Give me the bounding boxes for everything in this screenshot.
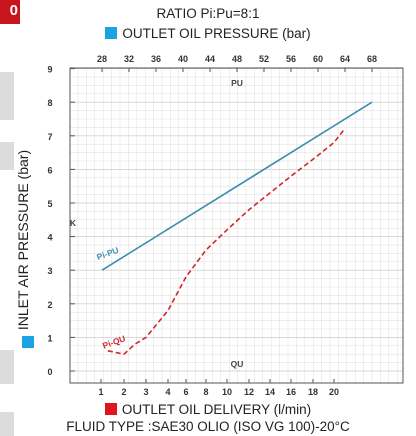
top-tick-label: 52 xyxy=(259,54,269,64)
bottom-tick-label: 16 xyxy=(286,387,296,397)
bottom-tick-label: 12 xyxy=(244,387,254,397)
side-tab xyxy=(0,142,14,170)
bottom-axis-legend-marker xyxy=(104,403,117,415)
bottom-axis-title: OUTLET OIL DELIVERY (l/min) xyxy=(0,402,416,417)
bottom-axis-label: OUTLET OIL DELIVERY (l/min) xyxy=(121,402,312,417)
bottom-tick-label: 1 xyxy=(98,387,103,397)
top-tick-label: 32 xyxy=(124,54,134,64)
bottom-tick-label: 18 xyxy=(308,387,318,397)
top-axis-title: OUTLET OIL PRESSURE (bar) xyxy=(0,26,416,41)
annotation-k: K xyxy=(70,218,77,228)
y-tick-label: 1 xyxy=(47,333,52,343)
top-tick-label: 60 xyxy=(313,54,323,64)
bottom-tick-label: 10 xyxy=(222,387,232,397)
top-tick-label: 44 xyxy=(205,54,215,64)
chart-title: RATIO Pi:Pu=8:1 xyxy=(156,6,260,21)
grid xyxy=(70,68,403,383)
top-axis-label: OUTLET OIL PRESSURE (bar) xyxy=(122,26,311,41)
series-line-pi-pu xyxy=(101,101,373,271)
bottom-tick-label: 6 xyxy=(183,387,188,397)
y-tick-label: 4 xyxy=(47,233,52,243)
side-tab xyxy=(0,72,14,120)
page-number-badge: 0 xyxy=(0,0,20,24)
y-tick-label: 6 xyxy=(47,165,52,175)
y-tick-label: 8 xyxy=(47,98,52,108)
y-tick-label: 9 xyxy=(47,65,52,75)
y-tick-label: 3 xyxy=(47,266,52,276)
y-tick-label: 0 xyxy=(47,367,52,377)
bottom-tick-label: 20 xyxy=(329,387,339,397)
annotation-pu: PU xyxy=(231,78,243,88)
side-tab xyxy=(0,412,14,436)
bottom-tick-label: 14 xyxy=(265,387,275,397)
annotations: PU QU K xyxy=(70,78,243,369)
left-axis-legend-marker xyxy=(22,336,34,348)
series-label: Pi-PU xyxy=(95,245,120,262)
bottom-tick-label: 8 xyxy=(203,387,208,397)
top-tick-label: 28 xyxy=(97,54,107,64)
top-tick-label: 48 xyxy=(232,54,242,64)
side-tab xyxy=(0,350,14,384)
annotation-qu: QU xyxy=(231,359,244,369)
y-tick-label: 5 xyxy=(47,199,52,209)
series-label: Pi-QU xyxy=(101,333,127,350)
top-tick-label: 68 xyxy=(367,54,377,64)
bottom-tick-label: 3 xyxy=(143,387,148,397)
y-tick-label: 2 xyxy=(47,300,52,310)
top-tick-label: 40 xyxy=(178,54,188,64)
bottom-tick-label: 4 xyxy=(165,387,170,397)
bottom-tick-label: 2 xyxy=(121,387,126,397)
top-tick-label: 64 xyxy=(340,54,350,64)
y-tick-label: 7 xyxy=(47,132,52,142)
top-tick-label: 56 xyxy=(286,54,296,64)
top-axis-legend-marker xyxy=(105,27,118,39)
series-line-pi-qu xyxy=(107,128,346,356)
top-tick-label: 36 xyxy=(151,54,161,64)
fluid-type-note: FLUID TYPE :SAE30 OLIO (ISO VG 100)-20°C xyxy=(66,419,350,434)
